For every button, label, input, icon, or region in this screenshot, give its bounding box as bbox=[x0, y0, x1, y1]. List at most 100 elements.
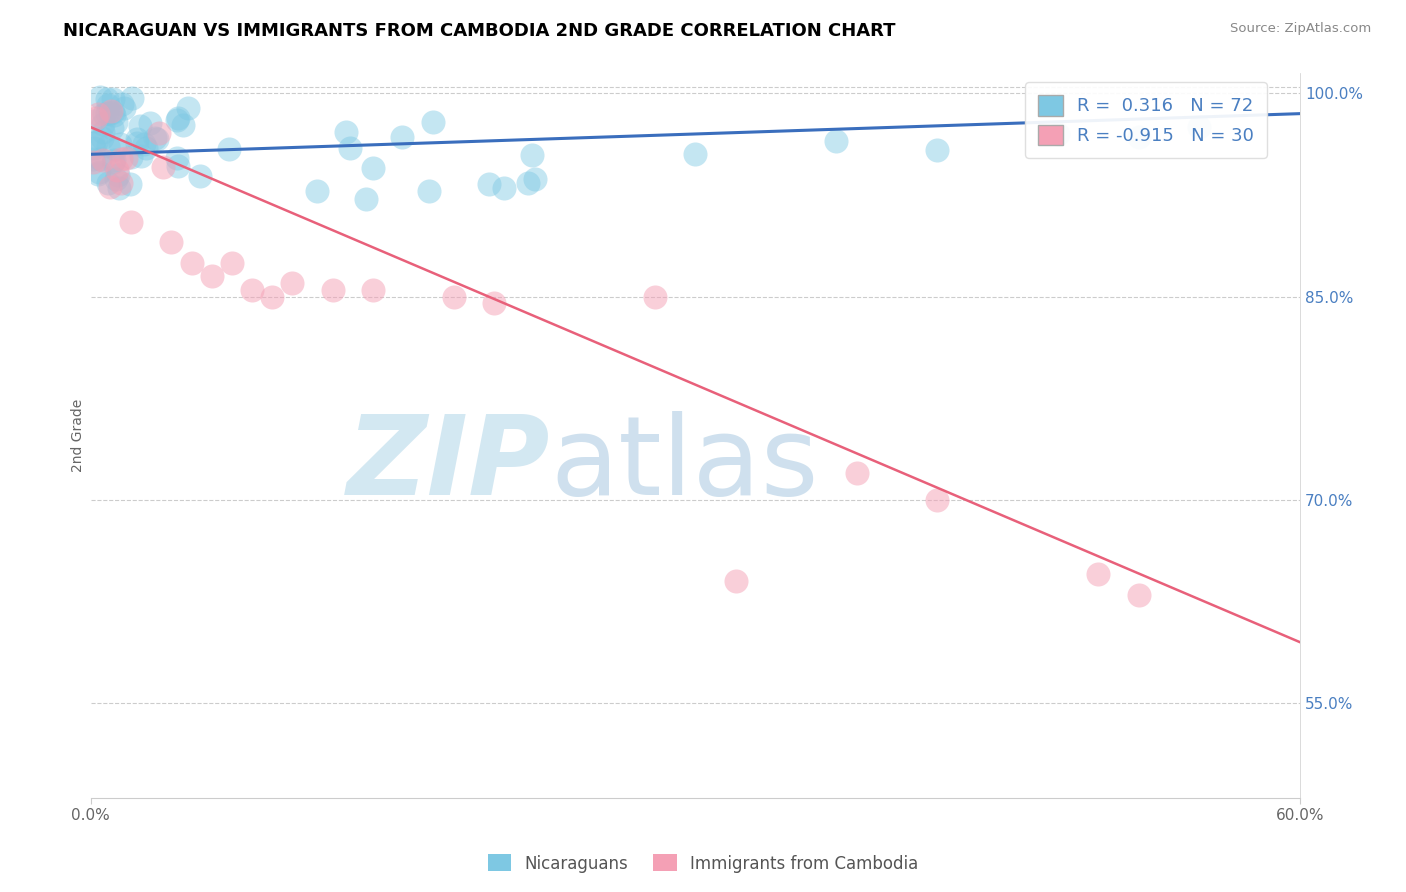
Point bbox=[120, 150, 142, 164]
Point bbox=[127, 131, 149, 145]
Point bbox=[101, 155, 124, 169]
Point bbox=[135, 141, 157, 155]
Point bbox=[115, 151, 138, 165]
Point bbox=[108, 137, 131, 152]
Point bbox=[91, 125, 114, 139]
Point bbox=[240, 283, 263, 297]
Point bbox=[100, 103, 122, 118]
Point bbox=[172, 118, 194, 132]
Point bbox=[82, 155, 104, 169]
Point bbox=[128, 119, 150, 133]
Point bbox=[103, 108, 125, 122]
Point bbox=[87, 165, 110, 179]
Point bbox=[111, 97, 134, 112]
Point bbox=[87, 106, 110, 120]
Point bbox=[91, 117, 114, 131]
Point bbox=[492, 181, 515, 195]
Point bbox=[105, 163, 128, 178]
Point bbox=[101, 91, 124, 105]
Point bbox=[98, 180, 121, 194]
Point bbox=[166, 113, 188, 128]
Point bbox=[82, 152, 104, 166]
Point bbox=[101, 105, 124, 120]
Point bbox=[110, 152, 132, 166]
Point bbox=[478, 177, 501, 191]
Point bbox=[98, 105, 121, 120]
Point bbox=[120, 215, 142, 229]
Point bbox=[335, 125, 357, 139]
Point bbox=[927, 143, 949, 157]
Point bbox=[139, 116, 162, 130]
Point bbox=[422, 115, 444, 129]
Point bbox=[160, 235, 183, 250]
Point bbox=[125, 136, 148, 150]
Text: ZIP: ZIP bbox=[347, 411, 550, 518]
Point bbox=[129, 148, 152, 162]
Point bbox=[845, 466, 868, 480]
Point bbox=[520, 148, 543, 162]
Point bbox=[188, 169, 211, 183]
Point bbox=[281, 276, 304, 290]
Point bbox=[104, 142, 127, 156]
Point bbox=[524, 172, 547, 186]
Point bbox=[322, 283, 344, 297]
Point bbox=[152, 161, 174, 175]
Point bbox=[103, 153, 125, 167]
Point bbox=[105, 172, 128, 186]
Point bbox=[201, 269, 224, 284]
Point bbox=[927, 492, 949, 507]
Point bbox=[83, 114, 105, 128]
Point bbox=[148, 126, 170, 140]
Text: atlas: atlas bbox=[550, 411, 818, 518]
Point bbox=[97, 176, 120, 190]
Point bbox=[177, 101, 200, 115]
Point bbox=[110, 177, 132, 191]
Point bbox=[167, 159, 190, 173]
Point bbox=[132, 137, 155, 152]
Point bbox=[166, 152, 188, 166]
Point bbox=[361, 161, 384, 175]
Point bbox=[91, 153, 114, 167]
Y-axis label: 2nd Grade: 2nd Grade bbox=[72, 399, 86, 472]
Point bbox=[1047, 127, 1070, 141]
Point bbox=[84, 135, 107, 149]
Legend: Nicaraguans, Immigrants from Cambodia: Nicaraguans, Immigrants from Cambodia bbox=[481, 847, 925, 880]
Point bbox=[391, 130, 413, 145]
Point bbox=[97, 138, 120, 153]
Text: Source: ZipAtlas.com: Source: ZipAtlas.com bbox=[1230, 22, 1371, 36]
Legend: R =  0.316   N = 72, R = -0.915   N = 30: R = 0.316 N = 72, R = -0.915 N = 30 bbox=[1025, 82, 1267, 158]
Point bbox=[121, 90, 143, 104]
Point bbox=[361, 283, 384, 297]
Point bbox=[89, 89, 111, 103]
Point bbox=[1188, 120, 1211, 135]
Point bbox=[1128, 588, 1150, 602]
Point bbox=[1128, 129, 1150, 144]
Point bbox=[104, 115, 127, 129]
Point bbox=[305, 184, 328, 198]
Point bbox=[482, 296, 505, 310]
Point bbox=[218, 142, 240, 156]
Point bbox=[180, 256, 202, 270]
Point bbox=[724, 574, 747, 589]
Point bbox=[82, 136, 104, 151]
Point bbox=[143, 131, 166, 145]
Point bbox=[89, 152, 111, 166]
Point bbox=[644, 290, 666, 304]
Point bbox=[418, 184, 440, 198]
Point bbox=[100, 120, 122, 135]
Point bbox=[118, 178, 141, 192]
Point bbox=[1087, 567, 1109, 582]
Point bbox=[166, 111, 188, 125]
Point bbox=[112, 101, 135, 115]
Point bbox=[87, 167, 110, 181]
Point bbox=[83, 141, 105, 155]
Point bbox=[91, 131, 114, 145]
Point bbox=[108, 181, 131, 195]
Point bbox=[443, 290, 465, 304]
Text: NICARAGUAN VS IMMIGRANTS FROM CAMBODIA 2ND GRADE CORRELATION CHART: NICARAGUAN VS IMMIGRANTS FROM CAMBODIA 2… bbox=[63, 22, 896, 40]
Point bbox=[97, 98, 120, 112]
Point bbox=[96, 105, 118, 120]
Point bbox=[354, 192, 377, 206]
Point bbox=[107, 168, 129, 182]
Point bbox=[146, 131, 169, 145]
